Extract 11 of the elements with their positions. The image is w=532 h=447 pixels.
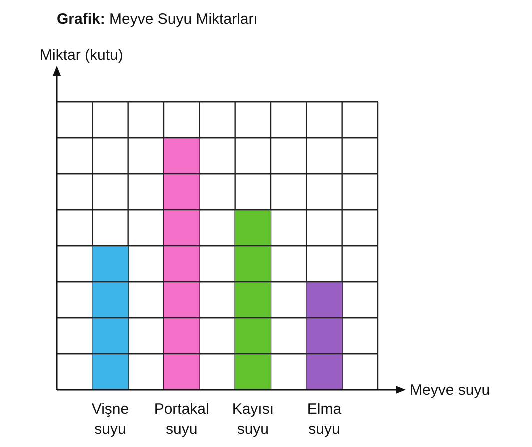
bar [235, 210, 271, 390]
x-tick-label: Elma suyu [307, 401, 342, 438]
x-tick-label: Vişne suyu [92, 401, 130, 438]
x-tick-label: Portakal suyu [154, 401, 210, 438]
x-tick-label: Kayısı suyu [232, 401, 274, 438]
bar [306, 282, 342, 390]
bar [92, 246, 128, 390]
x-axis-title: Meyve suyu [410, 382, 490, 399]
bar [164, 138, 200, 390]
y-axis-title: Miktar (kutu) [40, 47, 124, 64]
chart-title: Grafik: Meyve Suyu Miktarları [57, 11, 258, 28]
